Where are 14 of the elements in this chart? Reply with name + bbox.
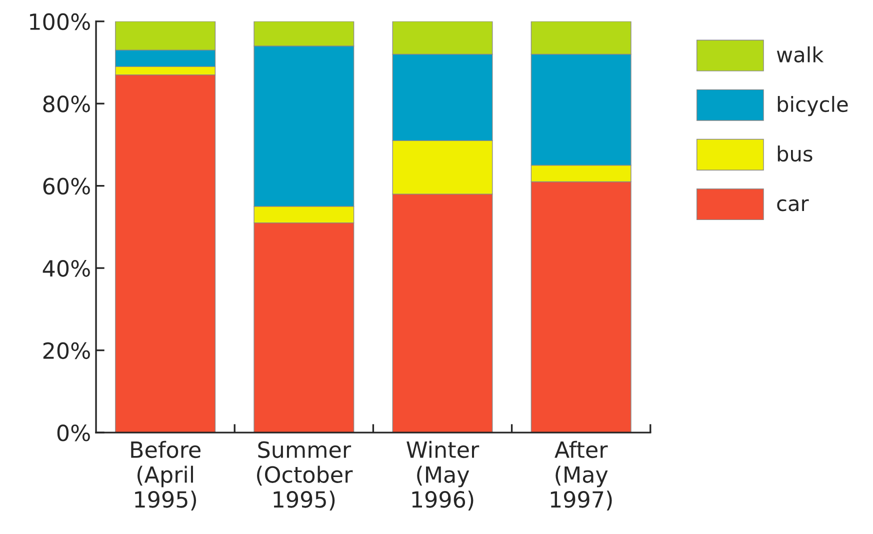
y-tick-label: 60% [43,178,90,195]
x-tick-label: Winter (May 1996) [406,440,480,510]
x-tick-label: Before (April 1995) [131,440,200,510]
y-tick-label: 20% [43,342,90,360]
y-tick-label: 80% [43,96,90,112]
x-tick-label: After (May 1997) [550,440,612,510]
y-tick-label: 40% [42,260,90,277]
y-tick-label: 100% [30,13,90,30]
x-tick-label: Summer (October 1995) [257,441,353,510]
legend-label: car [777,199,809,212]
legend-label: bicycle [778,96,848,116]
y-tick-label: 0% [57,424,90,442]
legend-label: walk [776,46,824,62]
legend-label: bus [778,146,812,162]
